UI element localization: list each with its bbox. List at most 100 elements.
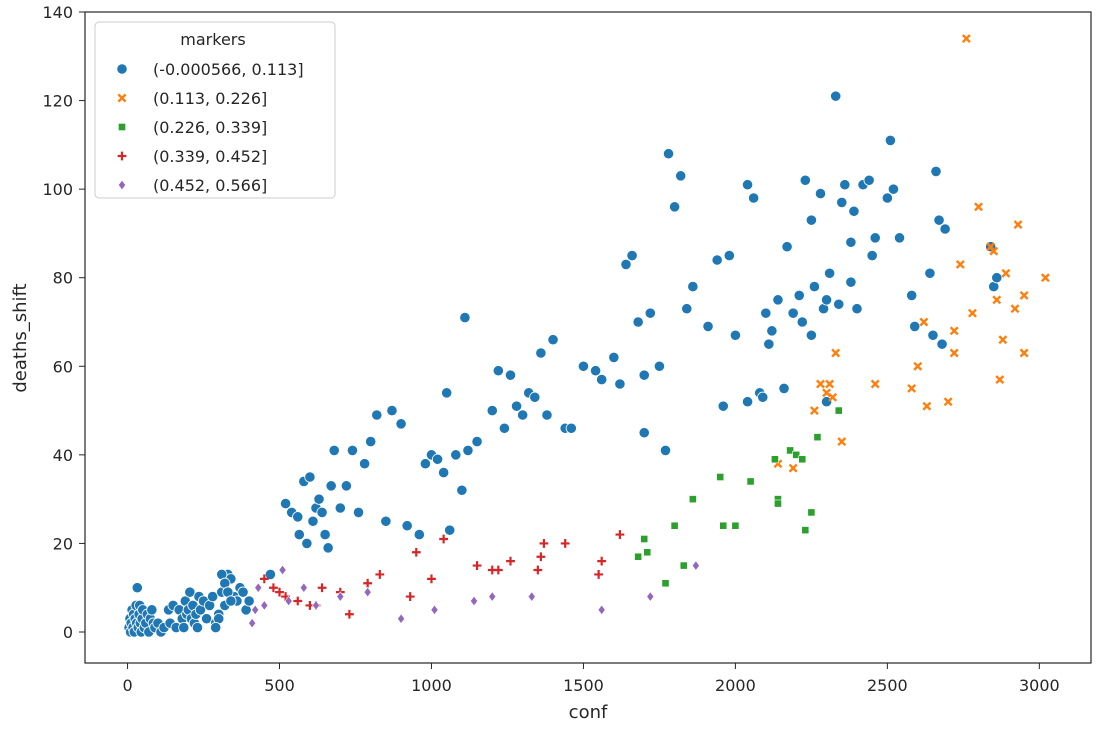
- data-point: [869, 232, 881, 244]
- x-tick-label: 0: [122, 676, 132, 695]
- data-point: [191, 621, 204, 634]
- data-point: [207, 590, 219, 603]
- data-point: [444, 524, 456, 536]
- data-point: [974, 202, 983, 212]
- data-point: [359, 458, 371, 470]
- legend-marker: [117, 93, 127, 103]
- data-point: [334, 502, 346, 514]
- legend-label: (0.113, 0.226]: [153, 89, 267, 108]
- data-point: [731, 521, 740, 530]
- data-point: [269, 583, 278, 593]
- data-point: [788, 463, 798, 473]
- data-point: [949, 326, 959, 336]
- data-point: [340, 480, 352, 492]
- data-point: [395, 418, 407, 430]
- data-point: [992, 295, 1002, 305]
- data-point: [884, 134, 897, 147]
- data-point: [441, 387, 453, 399]
- data-point: [669, 201, 681, 213]
- data-point: [675, 170, 687, 182]
- data-point: [659, 444, 672, 457]
- data-point: [456, 484, 468, 496]
- data-point: [597, 556, 607, 566]
- data-point: [527, 591, 536, 602]
- data-point: [293, 596, 303, 606]
- data-point: [397, 613, 406, 625]
- data-point: [200, 613, 213, 625]
- legend-marker: [116, 63, 128, 75]
- data-point: [893, 232, 906, 244]
- data-point: [131, 582, 143, 594]
- data-point: [809, 406, 819, 416]
- data-point: [781, 241, 793, 253]
- data-point: [989, 246, 999, 256]
- data-point: [251, 604, 260, 616]
- data-point: [830, 90, 842, 102]
- data-point: [346, 444, 359, 457]
- data-point: [845, 276, 857, 288]
- data-point: [643, 548, 652, 557]
- data-point: [723, 249, 735, 262]
- data-point: [363, 586, 372, 598]
- data-point: [716, 473, 725, 481]
- x-tick-label: 500: [264, 676, 295, 695]
- data-point: [814, 187, 827, 200]
- data-point: [313, 493, 325, 505]
- data-point: [1019, 290, 1029, 300]
- data-point: [805, 214, 817, 226]
- data-point: [837, 437, 847, 447]
- data-point: [681, 303, 693, 315]
- data-point: [304, 471, 316, 483]
- y-tick-label: 40: [53, 446, 73, 465]
- data-point: [787, 307, 799, 319]
- data-point: [365, 435, 377, 448]
- data-point: [536, 552, 546, 562]
- data-point: [539, 539, 549, 548]
- data-point: [907, 383, 917, 393]
- data-point: [766, 325, 778, 337]
- data-point: [991, 272, 1003, 284]
- series-5: [248, 560, 700, 629]
- data-point: [577, 360, 590, 372]
- data-point: [831, 348, 841, 358]
- data-point: [936, 338, 948, 350]
- data-point: [620, 258, 632, 271]
- y-tick-label: 0: [63, 623, 73, 642]
- data-point: [955, 259, 965, 269]
- data-point: [820, 294, 833, 306]
- data-point: [427, 574, 436, 584]
- data-point: [688, 495, 697, 504]
- data-point: [943, 397, 953, 407]
- data-point: [816, 379, 825, 389]
- data-point: [866, 249, 878, 262]
- y-tick-label: 100: [42, 180, 73, 199]
- data-point: [486, 404, 498, 417]
- data-point: [772, 294, 784, 306]
- legend-marker: [118, 179, 126, 191]
- data-point: [924, 267, 936, 279]
- data-point: [793, 289, 805, 302]
- series-2: [773, 34, 1050, 473]
- data-point: [757, 391, 769, 403]
- data-point: [243, 595, 255, 607]
- data-point: [1013, 220, 1023, 230]
- data-point: [589, 365, 602, 377]
- data-point: [319, 528, 331, 541]
- data-point: [638, 369, 650, 381]
- data-point: [438, 466, 450, 479]
- data-point: [799, 174, 811, 186]
- data-point: [825, 379, 835, 389]
- data-point: [839, 179, 851, 191]
- data-point: [541, 409, 553, 421]
- data-point: [210, 621, 222, 634]
- data-point: [470, 595, 479, 607]
- data-point: [517, 409, 529, 421]
- data-point: [746, 477, 755, 486]
- data-point: [913, 361, 923, 371]
- data-point: [547, 334, 559, 346]
- data-point: [184, 586, 196, 598]
- data-point: [615, 530, 625, 539]
- data-point: [386, 404, 398, 417]
- data-point: [459, 311, 471, 324]
- data-point: [510, 400, 523, 412]
